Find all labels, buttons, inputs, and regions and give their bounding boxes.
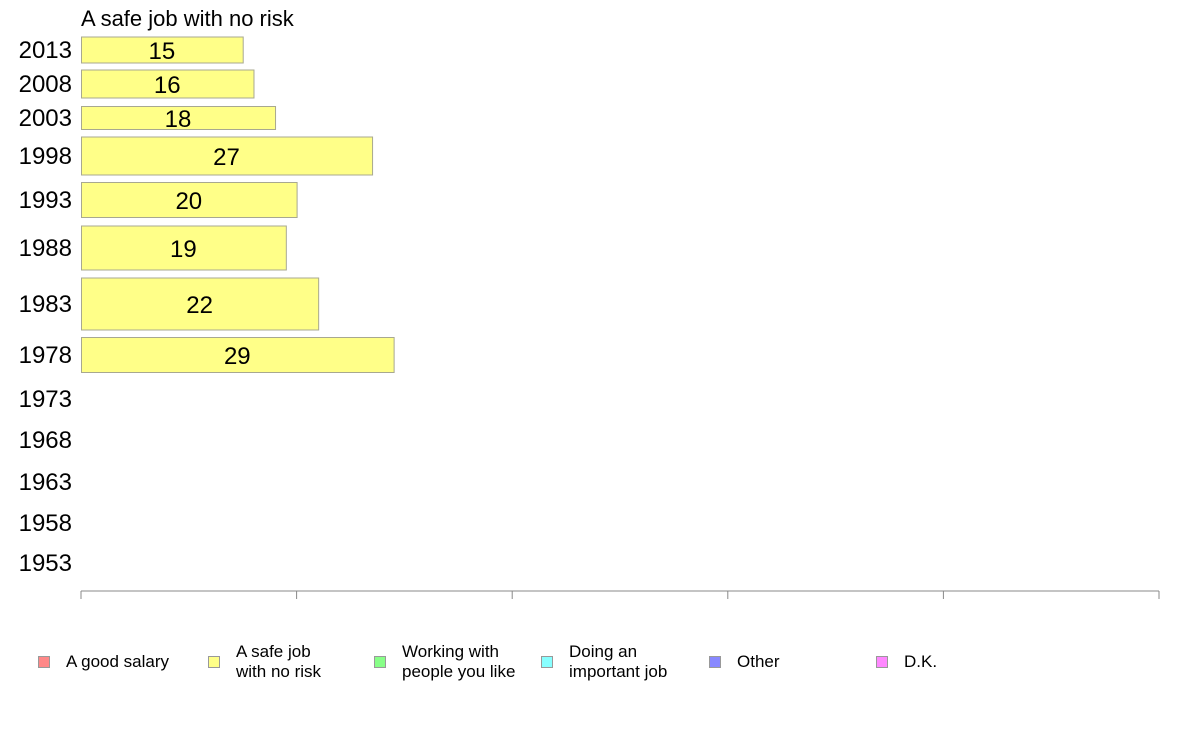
legend-swatch-dk bbox=[876, 656, 888, 668]
legend-item-other: Other bbox=[709, 640, 780, 684]
data-label-2003: 18 bbox=[165, 106, 192, 133]
legend-label-good-salary: A good salary bbox=[66, 652, 170, 671]
category-label-2008: 2008 bbox=[19, 71, 72, 98]
chart: A safe job with no risk 2013 15 2008 16 2003 1… bbox=[19, 6, 1177, 628]
legend-label-dk: D.K. bbox=[904, 652, 938, 671]
category-label-1988: 1988 bbox=[19, 235, 72, 262]
bar-1998 bbox=[81, 136, 374, 176]
category-label-1958: 1958 bbox=[19, 510, 72, 537]
data-label-1988: 19 bbox=[170, 236, 197, 263]
legend-swatch-working-with-people bbox=[374, 656, 386, 668]
legend-item-good-salary: A good salary bbox=[38, 640, 169, 684]
legend-item-important-job: Doing an important job bbox=[541, 640, 667, 684]
legend-label-safe-job: A safe job with no risk bbox=[236, 642, 322, 681]
legend-swatch-important-job bbox=[541, 656, 553, 668]
bar-1988 bbox=[81, 225, 287, 271]
data-label-2013: 15 bbox=[148, 38, 175, 65]
legend: A good salary A safe job with no risk Wo… bbox=[38, 640, 1158, 700]
category-label-2003: 2003 bbox=[19, 105, 72, 132]
chart-title: A safe job with no risk bbox=[81, 6, 295, 31]
data-label-2008: 16 bbox=[154, 72, 181, 99]
data-label-1993: 20 bbox=[175, 188, 202, 215]
category-label-1998: 1998 bbox=[19, 143, 72, 170]
category-label-1968: 1968 bbox=[19, 427, 72, 454]
data-label-1998: 27 bbox=[213, 144, 240, 171]
bar-1993 bbox=[81, 182, 298, 218]
bar-2008 bbox=[81, 69, 255, 99]
legend-item-working-with-people: Working with people you like bbox=[374, 640, 515, 684]
legend-swatch-other bbox=[709, 656, 721, 668]
data-label-1983: 22 bbox=[186, 292, 213, 319]
legend-label-other: Other bbox=[737, 652, 780, 671]
data-label-1978: 29 bbox=[224, 343, 251, 370]
bar-chart-svg: A safe job with no risk 2013 15 2008 16 2003 1… bbox=[19, 6, 1177, 628]
bar-2003 bbox=[81, 106, 277, 130]
category-label-1978: 1978 bbox=[19, 342, 72, 369]
legend-item-dk: D.K. bbox=[876, 640, 937, 684]
legend-swatch-good-salary bbox=[38, 656, 50, 668]
category-label-1983: 1983 bbox=[19, 291, 72, 318]
category-label-1993: 1993 bbox=[19, 187, 72, 214]
legend-label-important-job: Doing an important job bbox=[569, 642, 668, 681]
category-label-1953: 1953 bbox=[19, 550, 72, 577]
legend-swatch-safe-job bbox=[208, 656, 220, 668]
legend-item-safe-job: A safe job with no risk bbox=[208, 640, 321, 684]
category-label-1963: 1963 bbox=[19, 469, 72, 496]
bar-1983 bbox=[81, 277, 320, 331]
bar-2013 bbox=[81, 36, 244, 64]
category-label-2013: 2013 bbox=[19, 37, 72, 64]
category-label-1973: 1973 bbox=[19, 386, 72, 413]
bar-1978 bbox=[81, 337, 395, 373]
legend-label-working-with-people: Working with people you like bbox=[402, 642, 516, 681]
